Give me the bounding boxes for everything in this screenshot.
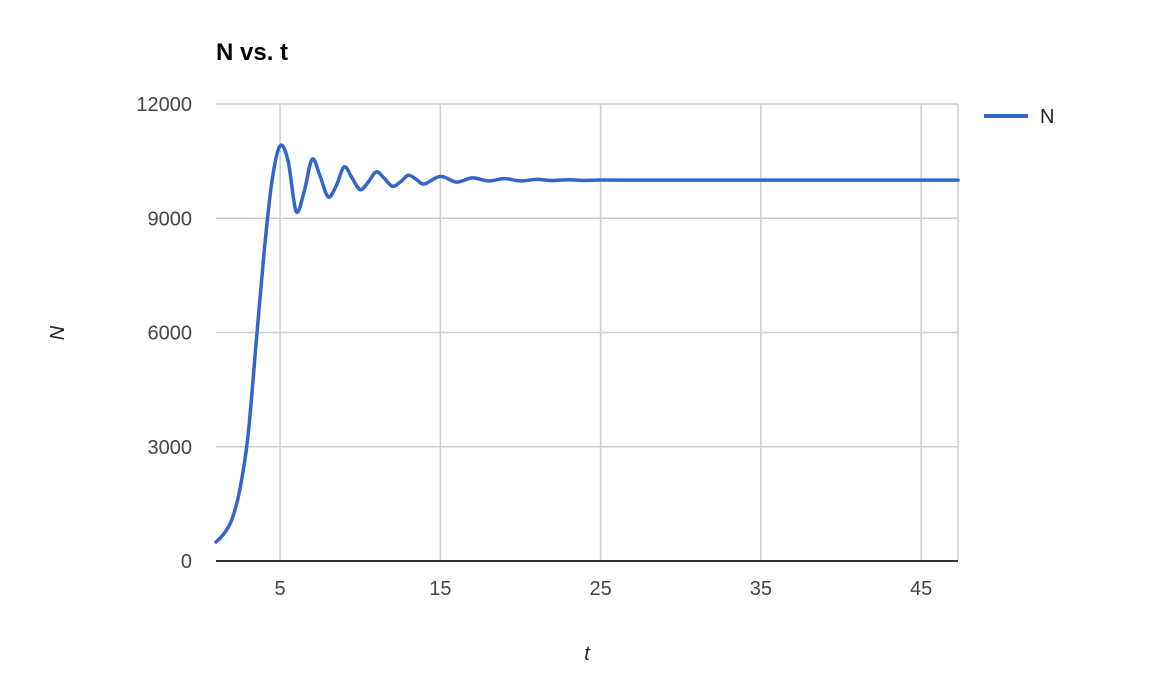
x-tick-label: 45 [910,578,932,600]
x-tick-label: 25 [589,578,611,600]
legend: N [984,106,1054,128]
y-tick-label: 6000 [148,323,193,345]
y-tick-labels: 0 3000 6000 9000 12000 [136,94,192,573]
y-tick-label: 0 [181,551,192,573]
chart-title: N vs. t [216,39,288,66]
legend-label-n: N [1040,106,1054,128]
y-tick-label: 12000 [136,94,192,116]
x-tick-label: 15 [429,578,451,600]
grid [216,103,959,561]
y-axis-label: N [47,325,69,340]
y-tick-label: 9000 [148,208,193,230]
x-tick-label: 35 [750,578,772,600]
series-line-n [214,143,960,544]
x-tick-label: 5 [275,578,286,600]
x-axis-label: t [584,643,591,665]
x-tick-labels: 5 15 25 35 45 [275,578,933,600]
series-group [214,143,960,544]
y-tick-label: 3000 [148,437,193,459]
